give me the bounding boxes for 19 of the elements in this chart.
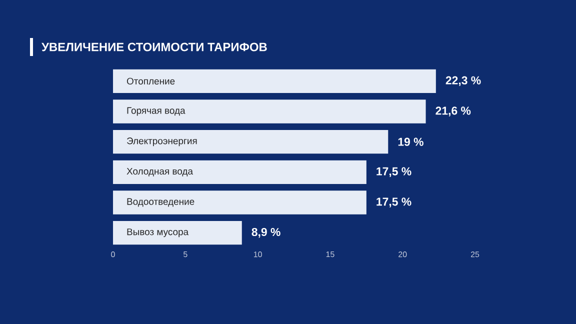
bar (113, 160, 366, 184)
y-tick-label: Отопление (126, 78, 175, 85)
data-label: 22,3 % (446, 76, 481, 86)
data-label: 17,5 % (376, 198, 412, 208)
y-tick-label: Электроэнергия (127, 138, 197, 146)
bar (113, 130, 388, 154)
y-tick-label: Горячая вода (127, 107, 186, 116)
data-label: 19 % (398, 138, 424, 146)
bar (113, 190, 366, 214)
data-label: 8,9 % (252, 228, 280, 238)
bar (113, 100, 426, 124)
data-label: 21,6 % (436, 106, 471, 116)
y-tick-label: Холодная вода (126, 168, 193, 176)
y-tick-label: Вывоз мусора (127, 228, 189, 238)
y-tick-label: Водоотведение (127, 198, 194, 207)
bar (113, 69, 436, 93)
bar (113, 221, 242, 245)
chart-title: УВЕЛИЧЕНИЕ СТОИМОСТИ ТАРИФОВ (42, 42, 267, 52)
data-label: 17,5 % (376, 167, 412, 178)
